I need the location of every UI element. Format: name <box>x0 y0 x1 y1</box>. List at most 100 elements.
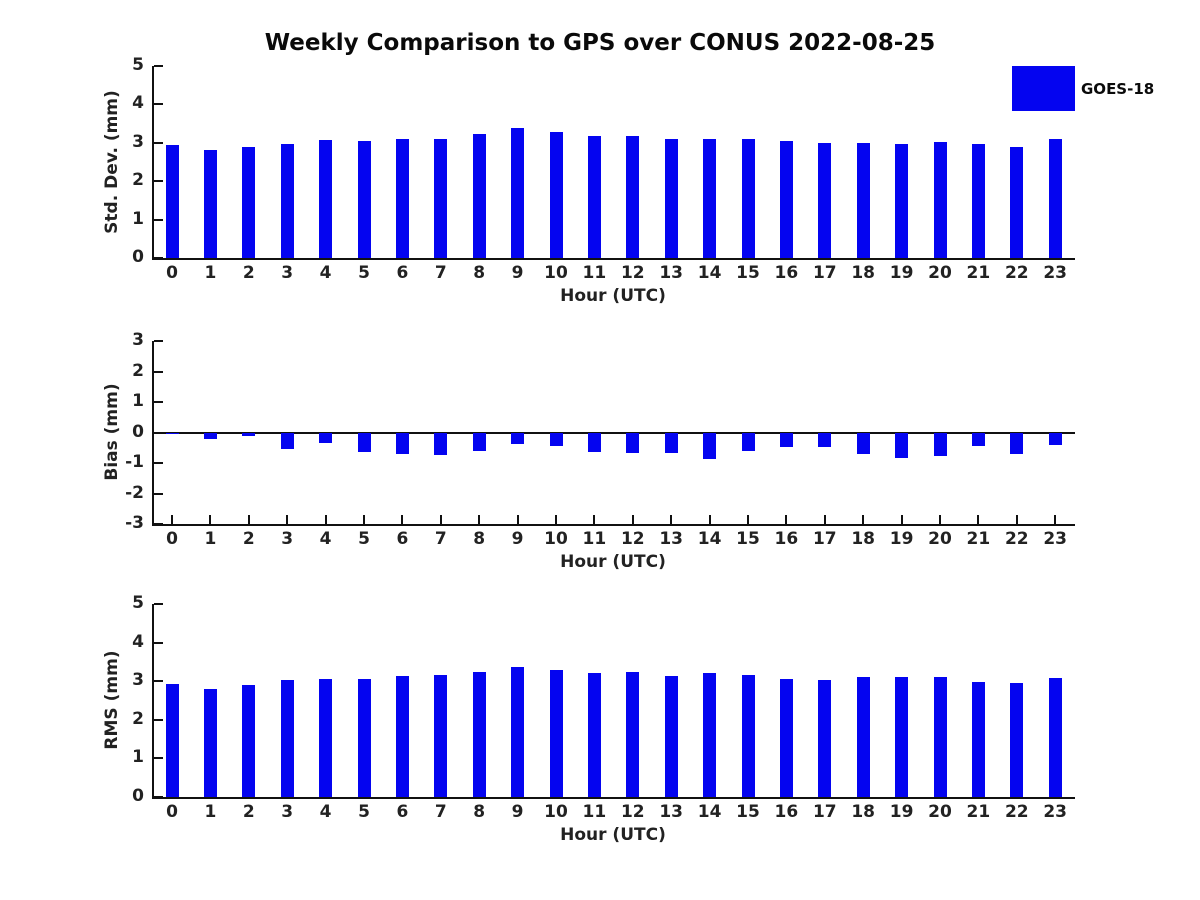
y-tick-mark <box>154 218 163 221</box>
bar <box>319 432 333 444</box>
bar <box>971 682 985 797</box>
x-tick-label: 23 <box>1043 529 1068 549</box>
x-tick-label: 12 <box>620 263 645 283</box>
bar <box>472 432 486 451</box>
bar <box>280 680 294 797</box>
x-tick-mark <box>439 515 442 524</box>
x-tick-label: 7 <box>434 263 447 283</box>
x-tick-label: 8 <box>473 802 486 822</box>
x-tick-label: 19 <box>889 802 914 822</box>
bar <box>779 432 793 448</box>
y-tick-label: 3 <box>132 131 144 152</box>
y-tick-mark <box>154 492 163 495</box>
std-dev-plot <box>152 65 1075 260</box>
y-tick-label: 5 <box>132 55 144 75</box>
y-tick-mark <box>154 603 163 605</box>
bar <box>664 432 678 453</box>
x-tick-label: 6 <box>396 529 409 549</box>
bar <box>1048 138 1062 258</box>
x-tick-label: 15 <box>736 802 760 822</box>
x-tick-label: 3 <box>281 802 294 822</box>
x-tick-mark <box>286 515 289 524</box>
x-tick-label: 8 <box>473 529 486 549</box>
y-tick-label: 5 <box>132 593 144 613</box>
y-tick-label: 2 <box>132 360 144 381</box>
x-tick-label: 22 <box>1004 529 1029 549</box>
bar <box>703 672 717 797</box>
x-tick-mark <box>363 515 365 524</box>
bar <box>587 136 601 258</box>
x-tick-label: 23 <box>1043 802 1068 822</box>
x-tick-label: 5 <box>358 263 370 283</box>
x-tick-label: 13 <box>659 263 684 283</box>
x-tick-mark <box>747 515 749 524</box>
bar <box>818 142 832 258</box>
x-tick-mark <box>862 515 865 524</box>
bar <box>626 671 640 797</box>
x-tick-label: 14 <box>697 802 722 822</box>
bar <box>1048 677 1062 797</box>
zero-line <box>152 432 1075 434</box>
x-tick-label: 7 <box>434 529 447 549</box>
x-tick-label: 22 <box>1004 263 1029 283</box>
x-tick-label: 0 <box>166 263 178 283</box>
bar <box>357 141 371 258</box>
bar <box>472 134 486 258</box>
x-tick-label: 18 <box>851 529 876 549</box>
bar <box>319 678 333 797</box>
x-tick-label: 0 <box>166 529 178 549</box>
x-tick-label: 11 <box>582 802 607 822</box>
bar <box>203 149 217 258</box>
bar <box>933 141 947 258</box>
bar <box>587 672 601 797</box>
x-tick-mark <box>247 515 250 524</box>
x-tick-label: 21 <box>966 263 991 283</box>
x-tick-mark <box>593 515 596 524</box>
x-tick-label: 4 <box>319 802 332 822</box>
bar <box>511 666 525 797</box>
bar <box>626 135 640 258</box>
bar <box>434 432 448 455</box>
y-tick-mark <box>154 340 163 342</box>
y-tick-mark <box>154 641 163 644</box>
bar <box>1010 432 1024 455</box>
y-tick-mark <box>154 180 163 183</box>
x-tick-label: 16 <box>774 529 799 549</box>
x-tick-mark <box>324 515 327 524</box>
x-tick-mark <box>670 515 673 524</box>
x-tick-label: 13 <box>659 802 684 822</box>
bar <box>319 140 333 258</box>
x-tick-label: 13 <box>659 529 684 549</box>
bar <box>856 432 870 455</box>
x-tick-mark <box>171 515 173 524</box>
bar <box>203 432 217 440</box>
x-tick-label: 19 <box>889 529 914 549</box>
rms-x-axis-label: Hour (UTC) <box>560 825 666 845</box>
bar <box>856 677 870 797</box>
x-tick-mark <box>939 515 941 524</box>
bar <box>971 432 985 446</box>
bar <box>165 145 179 258</box>
std-dev-x-axis-label: Hour (UTC) <box>560 286 666 306</box>
bar <box>357 678 371 797</box>
x-tick-label: 12 <box>620 529 645 549</box>
x-axis-line <box>152 258 1075 260</box>
y-tick-label: 2 <box>132 708 144 729</box>
x-tick-label: 12 <box>620 802 645 822</box>
x-tick-label: 5 <box>358 529 370 549</box>
bar <box>203 688 217 797</box>
x-tick-label: 2 <box>242 802 255 822</box>
x-axis-line <box>152 524 1075 526</box>
y-tick-mark <box>154 370 163 373</box>
x-tick-label: 21 <box>966 529 991 549</box>
bar <box>395 675 409 797</box>
y-tick-label: 1 <box>132 747 144 768</box>
y-tick-mark <box>154 257 163 259</box>
x-tick-label: 2 <box>242 263 255 283</box>
x-tick-label: 9 <box>511 263 524 283</box>
x-tick-label: 16 <box>774 802 799 822</box>
y-tick-mark <box>154 523 163 525</box>
x-tick-mark <box>631 515 634 524</box>
y-tick-label: 4 <box>132 93 144 114</box>
x-tick-label: 20 <box>928 802 952 822</box>
